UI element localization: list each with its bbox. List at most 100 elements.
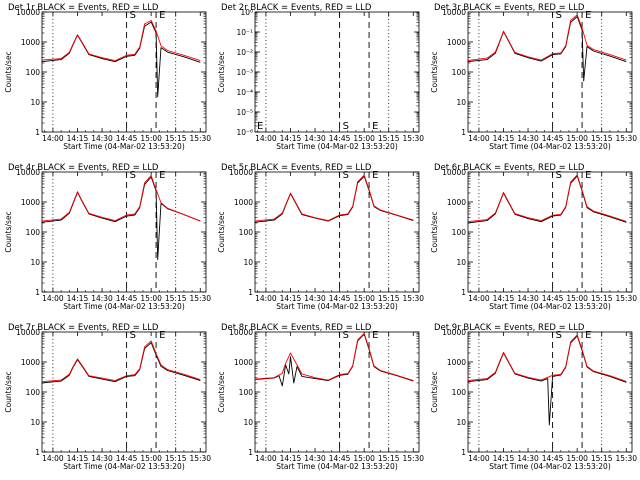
marker-label-e: E <box>372 121 378 132</box>
marker-label-s: S <box>343 170 349 181</box>
y-tick-label: 1000 <box>447 358 466 367</box>
y-tick-label: 10 <box>456 258 466 267</box>
x-tick-label: 14:45 <box>329 134 351 143</box>
x-tick-label: 15:15 <box>591 134 613 143</box>
y-tick-label: 1000 <box>21 358 40 367</box>
x-tick-label: 14:15 <box>67 134 89 143</box>
marker-label-s: S <box>343 330 349 341</box>
panel-title: Det 9r BLACK = Events, RED = LLD <box>434 323 585 333</box>
x-tick-label: 14:00 <box>468 294 490 303</box>
chart-panel-det-6r: Det 6r BLACK = Events, RED = LLD 14:00 14:… <box>430 163 637 311</box>
y-tick-label: 10 <box>243 258 253 267</box>
y-tick-label: 10000 <box>16 328 40 337</box>
x-tick-label: 15:15 <box>591 294 613 303</box>
series-line-lld <box>41 340 201 383</box>
series-line-lld <box>254 174 414 222</box>
panel-title: Det 5r BLACK = Events, RED = LLD <box>221 163 372 173</box>
y-tick-label: 10000 <box>442 168 466 177</box>
marker-label-e: E <box>159 330 165 341</box>
x-axis-label: Start Time (04-Mar-02 13:53:20) <box>276 462 398 471</box>
x-axis-label: Start Time (04-Mar-02 13:53:20) <box>489 142 611 151</box>
x-tick-label: 14:00 <box>468 454 490 463</box>
x-tick-label: 14:45 <box>542 294 564 303</box>
x-tick-label: 15:15 <box>378 134 400 143</box>
panel-title: Det 4r BLACK = Events, RED = LLD <box>8 163 159 173</box>
x-tick-label: 14:00 <box>42 294 64 303</box>
series-line-lld <box>41 20 201 62</box>
x-tick-label: 14:45 <box>542 454 564 463</box>
x-tick-label: 15:30 <box>189 454 211 463</box>
x-tick-label: 15:15 <box>591 454 613 463</box>
x-tick-label: 14:15 <box>280 454 302 463</box>
series-line-lld <box>467 334 627 382</box>
marker-label-s: S <box>130 170 136 181</box>
y-tick-label: 10⁻⁶ <box>236 128 253 137</box>
y-tick-label: 10000 <box>229 168 253 177</box>
x-tick-label: 15:30 <box>615 454 637 463</box>
x-tick-label: 14:15 <box>280 134 302 143</box>
y-tick-label: 10⁻⁵ <box>236 108 253 117</box>
series-line-lld <box>41 175 201 222</box>
y-tick-label: 10000 <box>442 328 466 337</box>
x-tick-label: 14:30 <box>304 454 326 463</box>
y-tick-label: 1 <box>461 288 466 297</box>
x-tick-label: 14:15 <box>280 294 302 303</box>
x-tick-label: 14:30 <box>517 294 539 303</box>
x-tick-label: 14:30 <box>304 134 326 143</box>
marker-label-e: E <box>372 170 378 181</box>
x-axis-label: Start Time (04-Mar-02 13:53:20) <box>63 302 185 311</box>
x-tick-label: 14:45 <box>116 454 138 463</box>
y-axis-label: Counts/sec <box>430 371 439 412</box>
y-axis-label: Counts/sec <box>217 211 226 252</box>
y-tick-label: 1 <box>248 288 253 297</box>
y-tick-label: 100 <box>452 228 467 237</box>
x-tick-label: 14:15 <box>493 134 515 143</box>
marker-label-s: S <box>343 121 349 132</box>
marker-label-e: E <box>585 330 591 341</box>
x-tick-label: 14:15 <box>67 294 89 303</box>
y-tick-label: 100 <box>239 228 254 237</box>
marker-label-s: S <box>556 170 562 181</box>
y-tick-label: 10 <box>456 418 466 427</box>
y-tick-label: 10000 <box>16 168 40 177</box>
marker-label-e: E <box>585 10 591 21</box>
marker-label-s: S <box>556 330 562 341</box>
y-tick-label: 1 <box>35 448 40 457</box>
y-tick-label: 1 <box>461 448 466 457</box>
marker-label-s: S <box>556 10 562 21</box>
x-axis-label: Start Time (04-Mar-02 13:53:20) <box>489 462 611 471</box>
x-tick-label: 15:00 <box>566 454 588 463</box>
x-tick-label: 15:00 <box>566 134 588 143</box>
y-axis-label: Counts/sec <box>430 51 439 92</box>
y-axis-label: Counts/sec <box>430 211 439 252</box>
y-tick-label: 1000 <box>447 38 466 47</box>
x-tick-label: 15:30 <box>615 134 637 143</box>
x-tick-label: 14:00 <box>255 454 277 463</box>
y-tick-label: 10⁻² <box>236 48 253 57</box>
x-tick-label: 14:30 <box>517 454 539 463</box>
x-tick-label: 14:45 <box>116 134 138 143</box>
panel-title: Det 6r BLACK = Events, RED = LLD <box>434 163 585 173</box>
y-tick-label: 100 <box>452 68 467 77</box>
y-tick-label: 1000 <box>21 198 40 207</box>
x-axis-label: Start Time (04-Mar-02 13:53:20) <box>489 302 611 311</box>
x-tick-label: 14:00 <box>42 454 64 463</box>
x-tick-label: 15:00 <box>140 454 162 463</box>
marker-label-e: E <box>159 170 165 181</box>
y-tick-label: 10 <box>30 258 40 267</box>
x-tick-label: 14:45 <box>329 454 351 463</box>
y-tick-label: 100 <box>26 228 41 237</box>
x-tick-label: 14:30 <box>91 294 113 303</box>
panel-title: Det 2r BLACK = Events, RED = LLD <box>221 3 372 13</box>
y-tick-label: 100 <box>452 388 467 397</box>
x-axis-label: Start Time (04-Mar-02 13:53:20) <box>63 142 185 151</box>
x-tick-label: 15:15 <box>165 454 187 463</box>
y-axis-label: Counts/sec <box>4 211 13 252</box>
